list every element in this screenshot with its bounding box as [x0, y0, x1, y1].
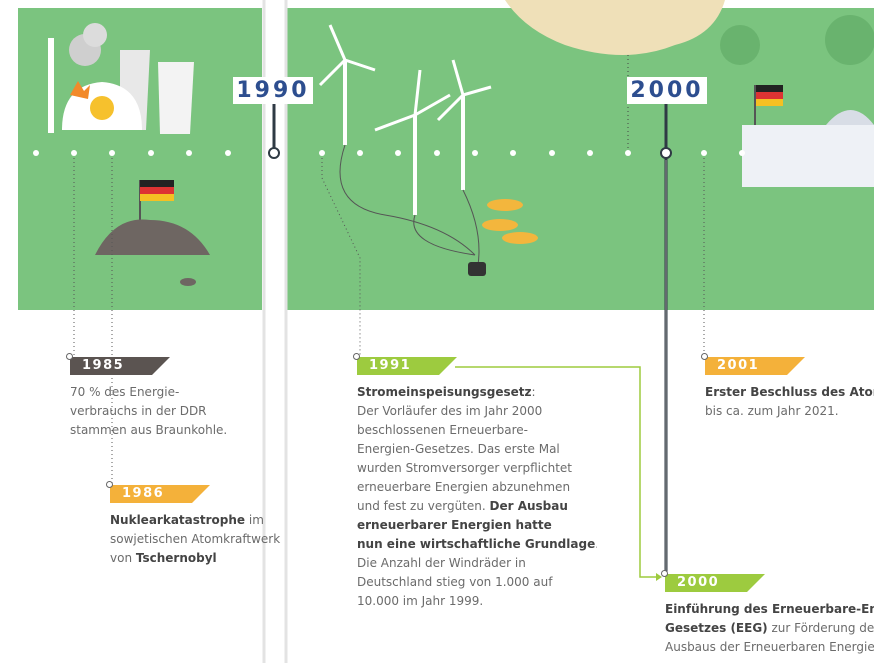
bold-text: Tschernobyl [136, 551, 217, 565]
text-line: Ausbaus der Erneuerbaren Energie [665, 638, 874, 657]
timeline-dot [395, 150, 401, 156]
text-line: verbrauchs in der DDR [70, 402, 270, 421]
bold-text: Stromeinspeisungsgesetz [357, 385, 532, 399]
marker-dot [269, 148, 279, 158]
event-dot [701, 353, 708, 360]
text: Energien-Gesetzes. Das erste Mal [357, 442, 560, 456]
event-dot [106, 481, 113, 488]
text-line: Energien-Gesetzes. Das erste Mal [357, 440, 597, 459]
text: sowjetischen Atomkraftwerk [110, 532, 280, 546]
text-line: Die Anzahl der Windräder in [357, 554, 597, 573]
text-line: bis ca. zum Jahr 2021. [705, 402, 874, 421]
text-line: nun eine wirtschaftliche Grundlage. [357, 535, 597, 554]
timeline-dot [472, 150, 478, 156]
text: verbrauchs in der DDR [70, 404, 207, 418]
text-line: Stromeinspeisungsgesetz: [357, 383, 597, 402]
text: bis ca. zum Jahr 2021. [705, 404, 839, 418]
year-marker: 2000 [627, 77, 707, 104]
timeline-dot [625, 150, 631, 156]
text: und fest zu vergüten. [357, 499, 490, 513]
bold-text: Erster Beschluss des Atomau [705, 385, 874, 399]
timeline-dot [186, 150, 192, 156]
text-line: 10.000 im Jahr 1999. [357, 592, 597, 611]
timeline-dot [587, 150, 593, 156]
text: erneuerbare Energien abzunehmen [357, 480, 570, 494]
bold-text: Nuklearkatastrophe [110, 513, 245, 527]
text: beschlossenen Erneuerbare- [357, 423, 528, 437]
text-line: und fest zu vergüten. Der Ausbau [357, 497, 597, 516]
text-line: sowjetischen Atomkraftwerk [110, 530, 290, 549]
event-dot [66, 353, 73, 360]
timeline-dot [739, 150, 745, 156]
text-line: Nuklearkatastrophe im [110, 511, 290, 530]
text: : [532, 385, 536, 399]
event-text: Erster Beschluss des Atomau bis ca. zum J… [705, 383, 874, 421]
bold-text: erneuerbarer Energien hatte [357, 518, 552, 532]
timeline-dot [225, 150, 231, 156]
event-text: Nuklearkatastrophe im sowjetischen Atomkr… [110, 511, 290, 568]
text-line: Deutschland stieg von 1.000 auf [357, 573, 597, 592]
timeline-dot [549, 150, 555, 156]
text: Deutschland stieg von 1.000 auf [357, 575, 552, 589]
text-line: Erster Beschluss des Atomau [705, 383, 874, 402]
text: von [110, 551, 136, 565]
text: Die Anzahl der Windräder in [357, 556, 526, 570]
event-dot [353, 353, 360, 360]
text: zur Förderung des [768, 621, 874, 635]
bold-text: Einführung des Erneuerbare-Energ [665, 602, 874, 616]
timeline-dot [510, 150, 516, 156]
bold-text: Gesetzes (EEG) [665, 621, 768, 635]
event-text: Einführung des Erneuerbare-Energ Gesetzes… [665, 600, 874, 657]
timeline-dot [434, 150, 440, 156]
text-line: Gesetzes (EEG) zur Förderung des [665, 619, 874, 638]
year-marker: 1990 [233, 77, 313, 104]
marker-dot [661, 148, 671, 158]
bold-text: Der Ausbau [490, 499, 568, 513]
text: 70 % des Energie- [70, 385, 179, 399]
bold-text: nun eine wirtschaftliche Grundlage [357, 537, 595, 551]
timeline-dot [319, 150, 325, 156]
page: 19902000198570 % des Energie-verbrauchs … [0, 0, 874, 663]
text-line: erneuerbare Energien abzunehmen [357, 478, 597, 497]
text-line: beschlossenen Erneuerbare- [357, 421, 597, 440]
timeline-dot [701, 150, 707, 156]
timeline-dot [357, 150, 363, 156]
timeline-dot [148, 150, 154, 156]
text-line: stammen aus Braunkohle. [70, 421, 270, 440]
timeline-dot [71, 150, 77, 156]
text-line: 70 % des Energie- [70, 383, 270, 402]
text-line: wurden Stromversorger verpflichtet [357, 459, 597, 478]
text: im [245, 513, 264, 527]
text: wurden Stromversorger verpflichtet [357, 461, 572, 475]
text-line: von Tschernobyl [110, 549, 290, 568]
text-line: Der Vorläufer des im Jahr 2000 [357, 402, 597, 421]
text: stammen aus Braunkohle. [70, 423, 227, 437]
event-dot [661, 570, 668, 577]
text: Ausbaus der Erneuerbaren Energie [665, 640, 874, 654]
timeline-dot [109, 150, 115, 156]
text: Der Vorläufer des im Jahr 2000 [357, 404, 542, 418]
text: . [595, 537, 597, 551]
timeline-dot [33, 150, 39, 156]
event-text: 70 % des Energie-verbrauchs in der DDR st… [70, 383, 270, 440]
text: 10.000 im Jahr 1999. [357, 594, 483, 608]
event-text: Stromeinspeisungsgesetz: Der Vorläufer de… [357, 383, 597, 611]
text-line: Einführung des Erneuerbare-Energ [665, 600, 874, 619]
text-line: erneuerbarer Energien hatte [357, 516, 597, 535]
